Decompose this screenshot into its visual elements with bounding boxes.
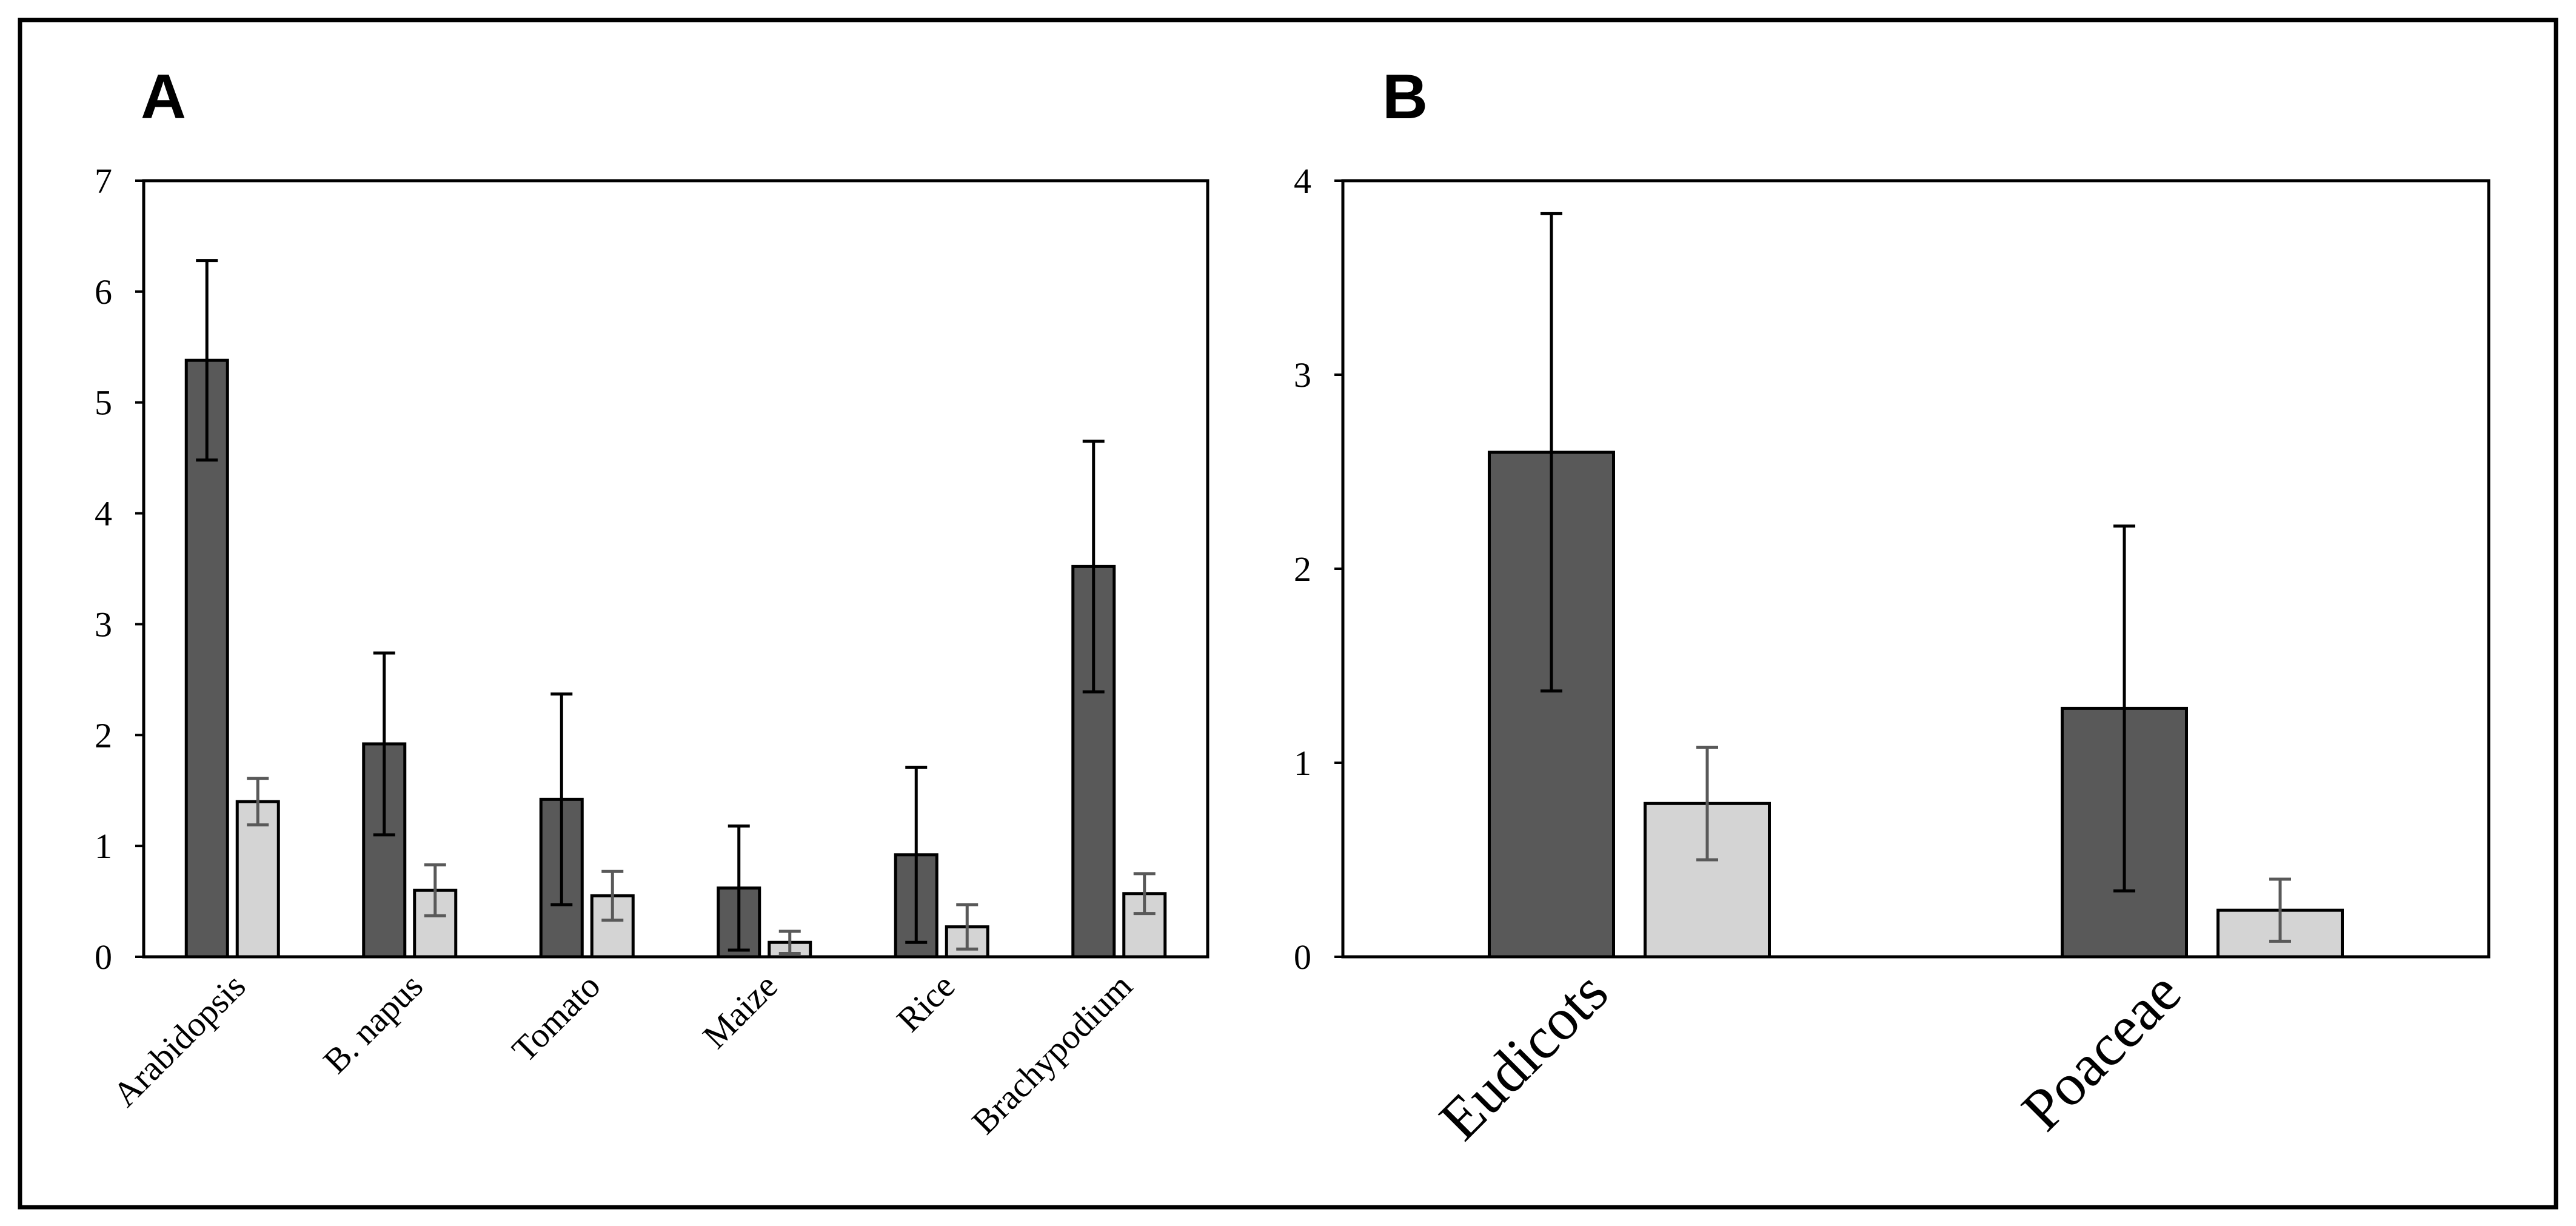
y-tick-label: 4	[1294, 161, 1311, 201]
panel-letter-b: B	[1382, 62, 1428, 132]
y-tick-label: 5	[95, 383, 112, 423]
panel-letter-a: A	[141, 62, 186, 132]
plot-area	[142, 179, 1209, 959]
y-tick-label: 6	[95, 272, 112, 312]
bar-light	[235, 800, 280, 959]
y-tick-label: 7	[95, 161, 112, 201]
y-tick-label: 1	[1294, 743, 1311, 783]
y-tick-label: 1	[95, 826, 112, 866]
y-tick-label: 2	[1294, 549, 1311, 589]
y-tick-label: 4	[95, 494, 112, 534]
y-tick-label: 2	[95, 715, 112, 755]
y-tick-label: 3	[95, 605, 112, 644]
y-tick-label: 0	[95, 937, 112, 977]
y-tick-label: 0	[1294, 937, 1311, 977]
y-tick-label: 3	[1294, 355, 1311, 395]
